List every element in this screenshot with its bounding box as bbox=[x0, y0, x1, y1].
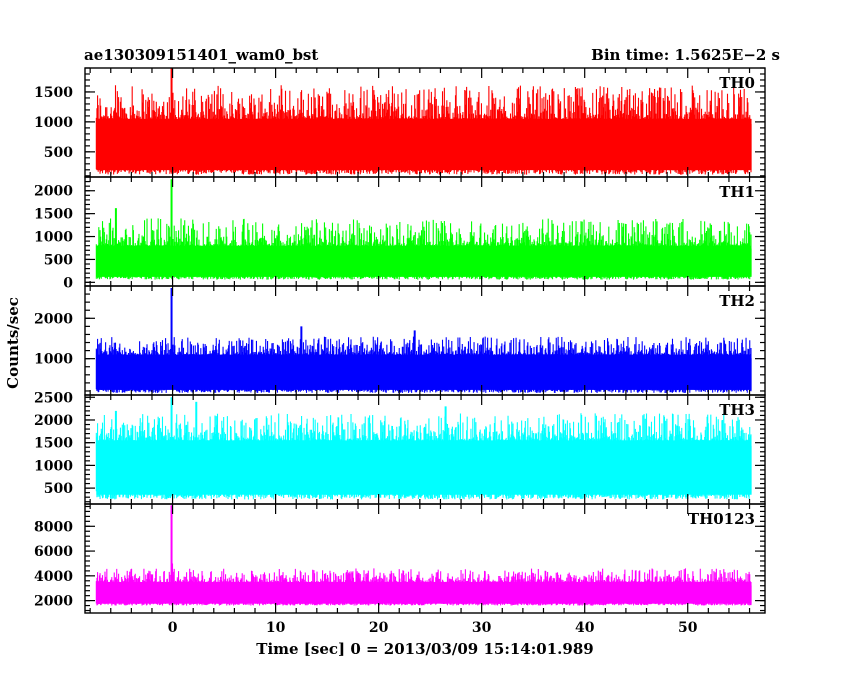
y-tick-label-th0123-2: 6000 bbox=[34, 544, 73, 560]
panel-frame-th0123 bbox=[84, 503, 766, 614]
y-tick-label-th0-1: 1000 bbox=[34, 115, 73, 131]
chart-title-left: ae130309151401_wam0_bst bbox=[84, 46, 318, 64]
y-tick-label-th1-0: 0 bbox=[63, 275, 73, 291]
x-tick-label-4: 40 bbox=[575, 620, 595, 636]
y-tick-label-th3-3: 2000 bbox=[34, 413, 73, 429]
series-body-th0 bbox=[96, 123, 752, 171]
y-tick-label-th2-0: 1000 bbox=[34, 352, 73, 368]
panel-label-th2: TH2 bbox=[719, 292, 755, 310]
panel-th0123: 2000 4000 6000 8000 TH0123 bbox=[34, 503, 766, 614]
series-body-th3 bbox=[96, 446, 752, 495]
y-tick-label-th3-1: 1000 bbox=[34, 458, 73, 474]
x-tick-label-1: 10 bbox=[266, 620, 286, 636]
y-tick-label-th2-1: 2000 bbox=[34, 311, 73, 327]
x-tick-label-5: 50 bbox=[678, 620, 698, 636]
y-tick-label-th0-2: 1500 bbox=[34, 85, 73, 101]
y-tick-label-th3-2: 1500 bbox=[34, 436, 73, 452]
panel-th3: 500 1000 1500 2000 2500 TH3 bbox=[34, 390, 766, 505]
panels-group: 500 1000 1500 TH0 0 500 1000 1500 2000 TH1 1000 200… bbox=[34, 67, 766, 614]
y-tick-label-th1-4: 2000 bbox=[34, 184, 73, 200]
y-tick-label-th3-0: 500 bbox=[44, 481, 73, 497]
y-tick-label-th1-1: 500 bbox=[44, 252, 73, 268]
x-tick-label-2: 20 bbox=[369, 620, 389, 636]
chart-title-right: Bin time: 1.5625E−2 s bbox=[591, 46, 780, 64]
y-tick-label-th1-2: 1000 bbox=[34, 230, 73, 246]
panel-label-th0: TH0 bbox=[719, 74, 755, 92]
y-axis-label: Counts/sec bbox=[4, 297, 22, 389]
y-tick-label-th1-3: 1500 bbox=[34, 207, 73, 223]
panel-th2: 1000 2000 TH2 bbox=[34, 285, 766, 396]
x-axis-label: Time [sec] 0 = 2013/03/09 15:14:01.989 bbox=[256, 640, 593, 658]
y-tick-label-th3-4: 2500 bbox=[34, 390, 73, 406]
y-tick-label-th0123-1: 4000 bbox=[34, 569, 73, 585]
x-tick-label-3: 30 bbox=[472, 620, 492, 636]
series-body-th1 bbox=[96, 248, 752, 277]
panel-label-th0123: TH0123 bbox=[688, 510, 755, 528]
panel-label-th3: TH3 bbox=[719, 401, 755, 419]
series-body-th2 bbox=[96, 358, 752, 390]
y-tick-label-th0123-0: 2000 bbox=[34, 594, 73, 610]
y-tick-label-th0123-3: 8000 bbox=[34, 519, 73, 535]
x-tick-labels: 0 10 20 30 40 50 bbox=[168, 620, 698, 636]
panel-label-th1: TH1 bbox=[719, 183, 755, 201]
y-tick-label-th0-0: 500 bbox=[44, 145, 73, 161]
panel-th1: 0 500 1000 1500 2000 TH1 bbox=[34, 176, 766, 291]
panel-th0: 500 1000 1500 TH0 bbox=[34, 67, 766, 178]
series-body-th0123 bbox=[96, 585, 752, 604]
x-tick-label-0: 0 bbox=[168, 620, 178, 636]
